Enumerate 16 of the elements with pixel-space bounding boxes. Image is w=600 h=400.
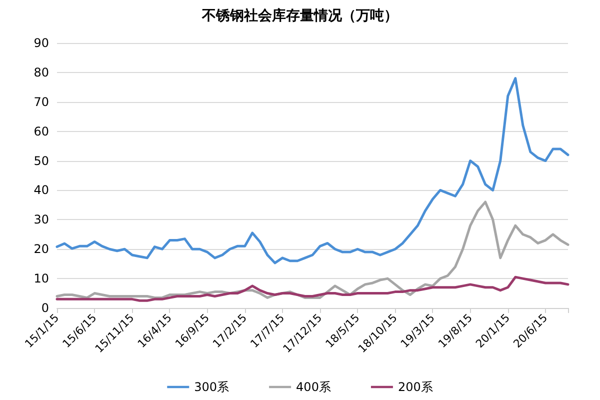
legend-label: 200系 <box>398 380 433 394</box>
y-tick-label: 40 <box>34 183 49 198</box>
y-tick-label: 50 <box>34 154 49 168</box>
y-tick-label: 10 <box>34 272 49 286</box>
y-tick-label: 80 <box>34 65 49 80</box>
y-tick-label: 30 <box>34 212 49 227</box>
legend-label: 400系 <box>296 380 331 394</box>
line-series <box>56 77 570 264</box>
legend-label: 300系 <box>194 380 230 394</box>
y-tick-label: 20 <box>34 242 49 256</box>
y-tick-label: 60 <box>34 124 49 138</box>
y-tick-label: 90 <box>34 36 49 50</box>
y-tick-label: 0 <box>41 301 49 315</box>
line-series <box>56 276 570 302</box>
y-tick-label: 70 <box>34 94 49 109</box>
chart-title: 不锈钢社会库存量情况（万吨） <box>201 7 398 24</box>
